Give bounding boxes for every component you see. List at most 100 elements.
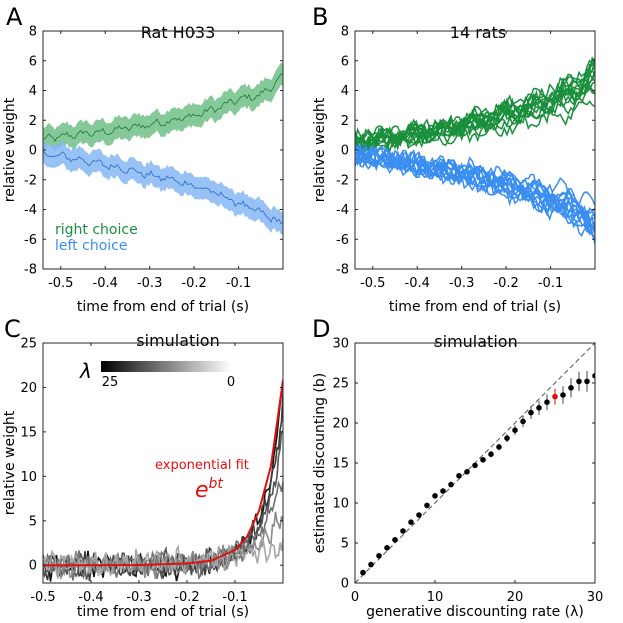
lambda-symbol: λ — [79, 359, 92, 383]
panel-A-axes: -0.5 -0.4 -0.3 -0.2 -0.1 -8 -6 -4 -2 0 2 4 6 8 — [24, 25, 284, 291]
y-tick-label-C: 15 — [20, 425, 37, 440]
y-tick-label-B: 4 — [341, 84, 349, 99]
data-point — [368, 561, 374, 568]
axes-box-C — [42, 342, 284, 584]
y-tick-label-B: -8 — [336, 263, 349, 278]
y-tick-label-B: 0 — [341, 144, 349, 159]
data-point — [488, 451, 494, 458]
fit-formula-exponent: bt — [209, 476, 224, 492]
y-tick-label-C: 25 — [20, 337, 37, 352]
y-tick-label-A: 0 — [29, 144, 37, 159]
panel-A-plot — [43, 62, 283, 235]
data-point — [504, 435, 510, 442]
panel-A-legend-left: left choice — [55, 238, 127, 254]
y-tick-label-A: -8 — [24, 263, 37, 278]
data-point — [448, 481, 454, 488]
mean-line-right-choice — [43, 73, 283, 143]
data-point — [568, 385, 574, 391]
panel-D-title: simulation — [434, 332, 517, 351]
mean-line-left-choice — [43, 150, 283, 224]
data-point — [536, 405, 542, 411]
y-tick-label-A: -6 — [24, 233, 37, 248]
panel-A-ylabel: relative weight — [2, 97, 18, 202]
data-point — [560, 392, 566, 398]
data-point — [376, 553, 382, 559]
x-tick-label-D: 10 — [427, 590, 444, 605]
x-tick-label-D: 30 — [587, 590, 604, 605]
data-point — [472, 462, 478, 469]
panel-letter-B: B — [312, 3, 328, 31]
data-point — [384, 545, 390, 551]
panel-B-plot — [355, 56, 595, 244]
x-tick-label-B: -0.3 — [449, 276, 474, 291]
y-tick-label-C: 5 — [29, 514, 37, 529]
data-point — [512, 427, 518, 434]
right-choice-rat-trace — [355, 62, 595, 149]
panel-B-axes: -0.5 -0.4 -0.3 -0.2 -0.1 -8 -6 -4 -2 0 2 4 6 8 — [336, 25, 596, 291]
data-point — [456, 473, 462, 479]
panel-D-xlabel: generative discounting rate (λ) — [366, 604, 584, 620]
y-tick-label-C: 10 — [20, 470, 37, 485]
x-tick-label-A: -0.1 — [226, 276, 251, 291]
exponential-fit-curve — [43, 380, 283, 567]
lambda-colorbar — [101, 361, 231, 372]
x-tick-label-B: -0.4 — [405, 276, 430, 291]
panel-D-plot — [355, 343, 595, 583]
panel-C-plot — [43, 379, 283, 582]
x-tick-label-C: -0.2 — [174, 590, 199, 605]
data-point — [480, 457, 486, 463]
y-tick-label-B: -6 — [336, 233, 349, 248]
data-point — [544, 399, 550, 406]
panel-A-title: Rat H033 — [141, 23, 216, 42]
panel-B-title: 14 rats — [450, 23, 506, 42]
panel-D-axes: 0 10 20 30 0 5 10 15 20 25 30 — [332, 337, 603, 606]
y-tick-label-D: 0 — [341, 577, 349, 592]
data-point — [440, 488, 446, 494]
data-point — [416, 512, 422, 518]
y-tick-label-B: -4 — [336, 203, 349, 218]
data-point — [592, 373, 595, 379]
fit-formula-base: e — [195, 478, 209, 503]
panel-B-xlabel: time from end of trial (s) — [389, 299, 561, 315]
y-tick-label-A: 8 — [29, 25, 37, 40]
y-tick-label-D: 5 — [341, 537, 349, 552]
y-tick-label-B: 2 — [341, 114, 349, 129]
y-tick-label-A: -4 — [24, 203, 37, 218]
x-tick-label-C: -0.3 — [126, 590, 151, 605]
y-tick-label-D: 30 — [332, 337, 349, 352]
panel-C-xlabel: time from end of trial (s) — [77, 604, 249, 620]
x-tick-label-B: -0.5 — [360, 276, 385, 291]
panel-A-legend-right: right choice — [55, 222, 138, 238]
right-choice-rat-trace — [355, 96, 595, 153]
axes-box-B — [354, 30, 596, 270]
panel-A-xlabel: time from end of trial (s) — [77, 299, 249, 315]
panel-C-ylabel: relative weight — [2, 410, 18, 515]
panel-C-title: simulation — [136, 331, 219, 350]
x-tick-label-B: -0.2 — [493, 276, 518, 291]
x-tick-label-A: -0.4 — [93, 276, 118, 291]
y-tick-label-A: 2 — [29, 114, 37, 129]
y-tick-label-D: 15 — [332, 457, 349, 472]
panel-D-ylabel: estimated discounting (b) — [312, 373, 328, 553]
simulated-trace — [43, 511, 283, 581]
panel-B-ylabel: relative weight — [312, 97, 328, 202]
ci-band-left-choice — [43, 139, 283, 235]
y-tick-label-B: 6 — [341, 54, 349, 69]
exponential-fit-label: exponential fit — [155, 458, 249, 473]
x-tick-label-D: 0 — [351, 590, 359, 605]
data-point — [400, 528, 406, 534]
data-point — [392, 537, 398, 543]
y-tick-label-C: 0 — [29, 559, 37, 574]
y-tick-label-C: 20 — [20, 381, 37, 396]
data-point — [360, 569, 366, 576]
data-point — [408, 519, 414, 525]
highlighted-point — [552, 393, 558, 400]
y-tick-label-B: -2 — [336, 173, 349, 188]
data-point — [424, 502, 430, 509]
data-point — [576, 378, 582, 385]
x-tick-label-C: -0.4 — [78, 590, 103, 605]
x-tick-label-A: -0.5 — [48, 276, 73, 291]
data-point — [496, 444, 502, 450]
y-tick-label-A: -2 — [24, 173, 37, 188]
